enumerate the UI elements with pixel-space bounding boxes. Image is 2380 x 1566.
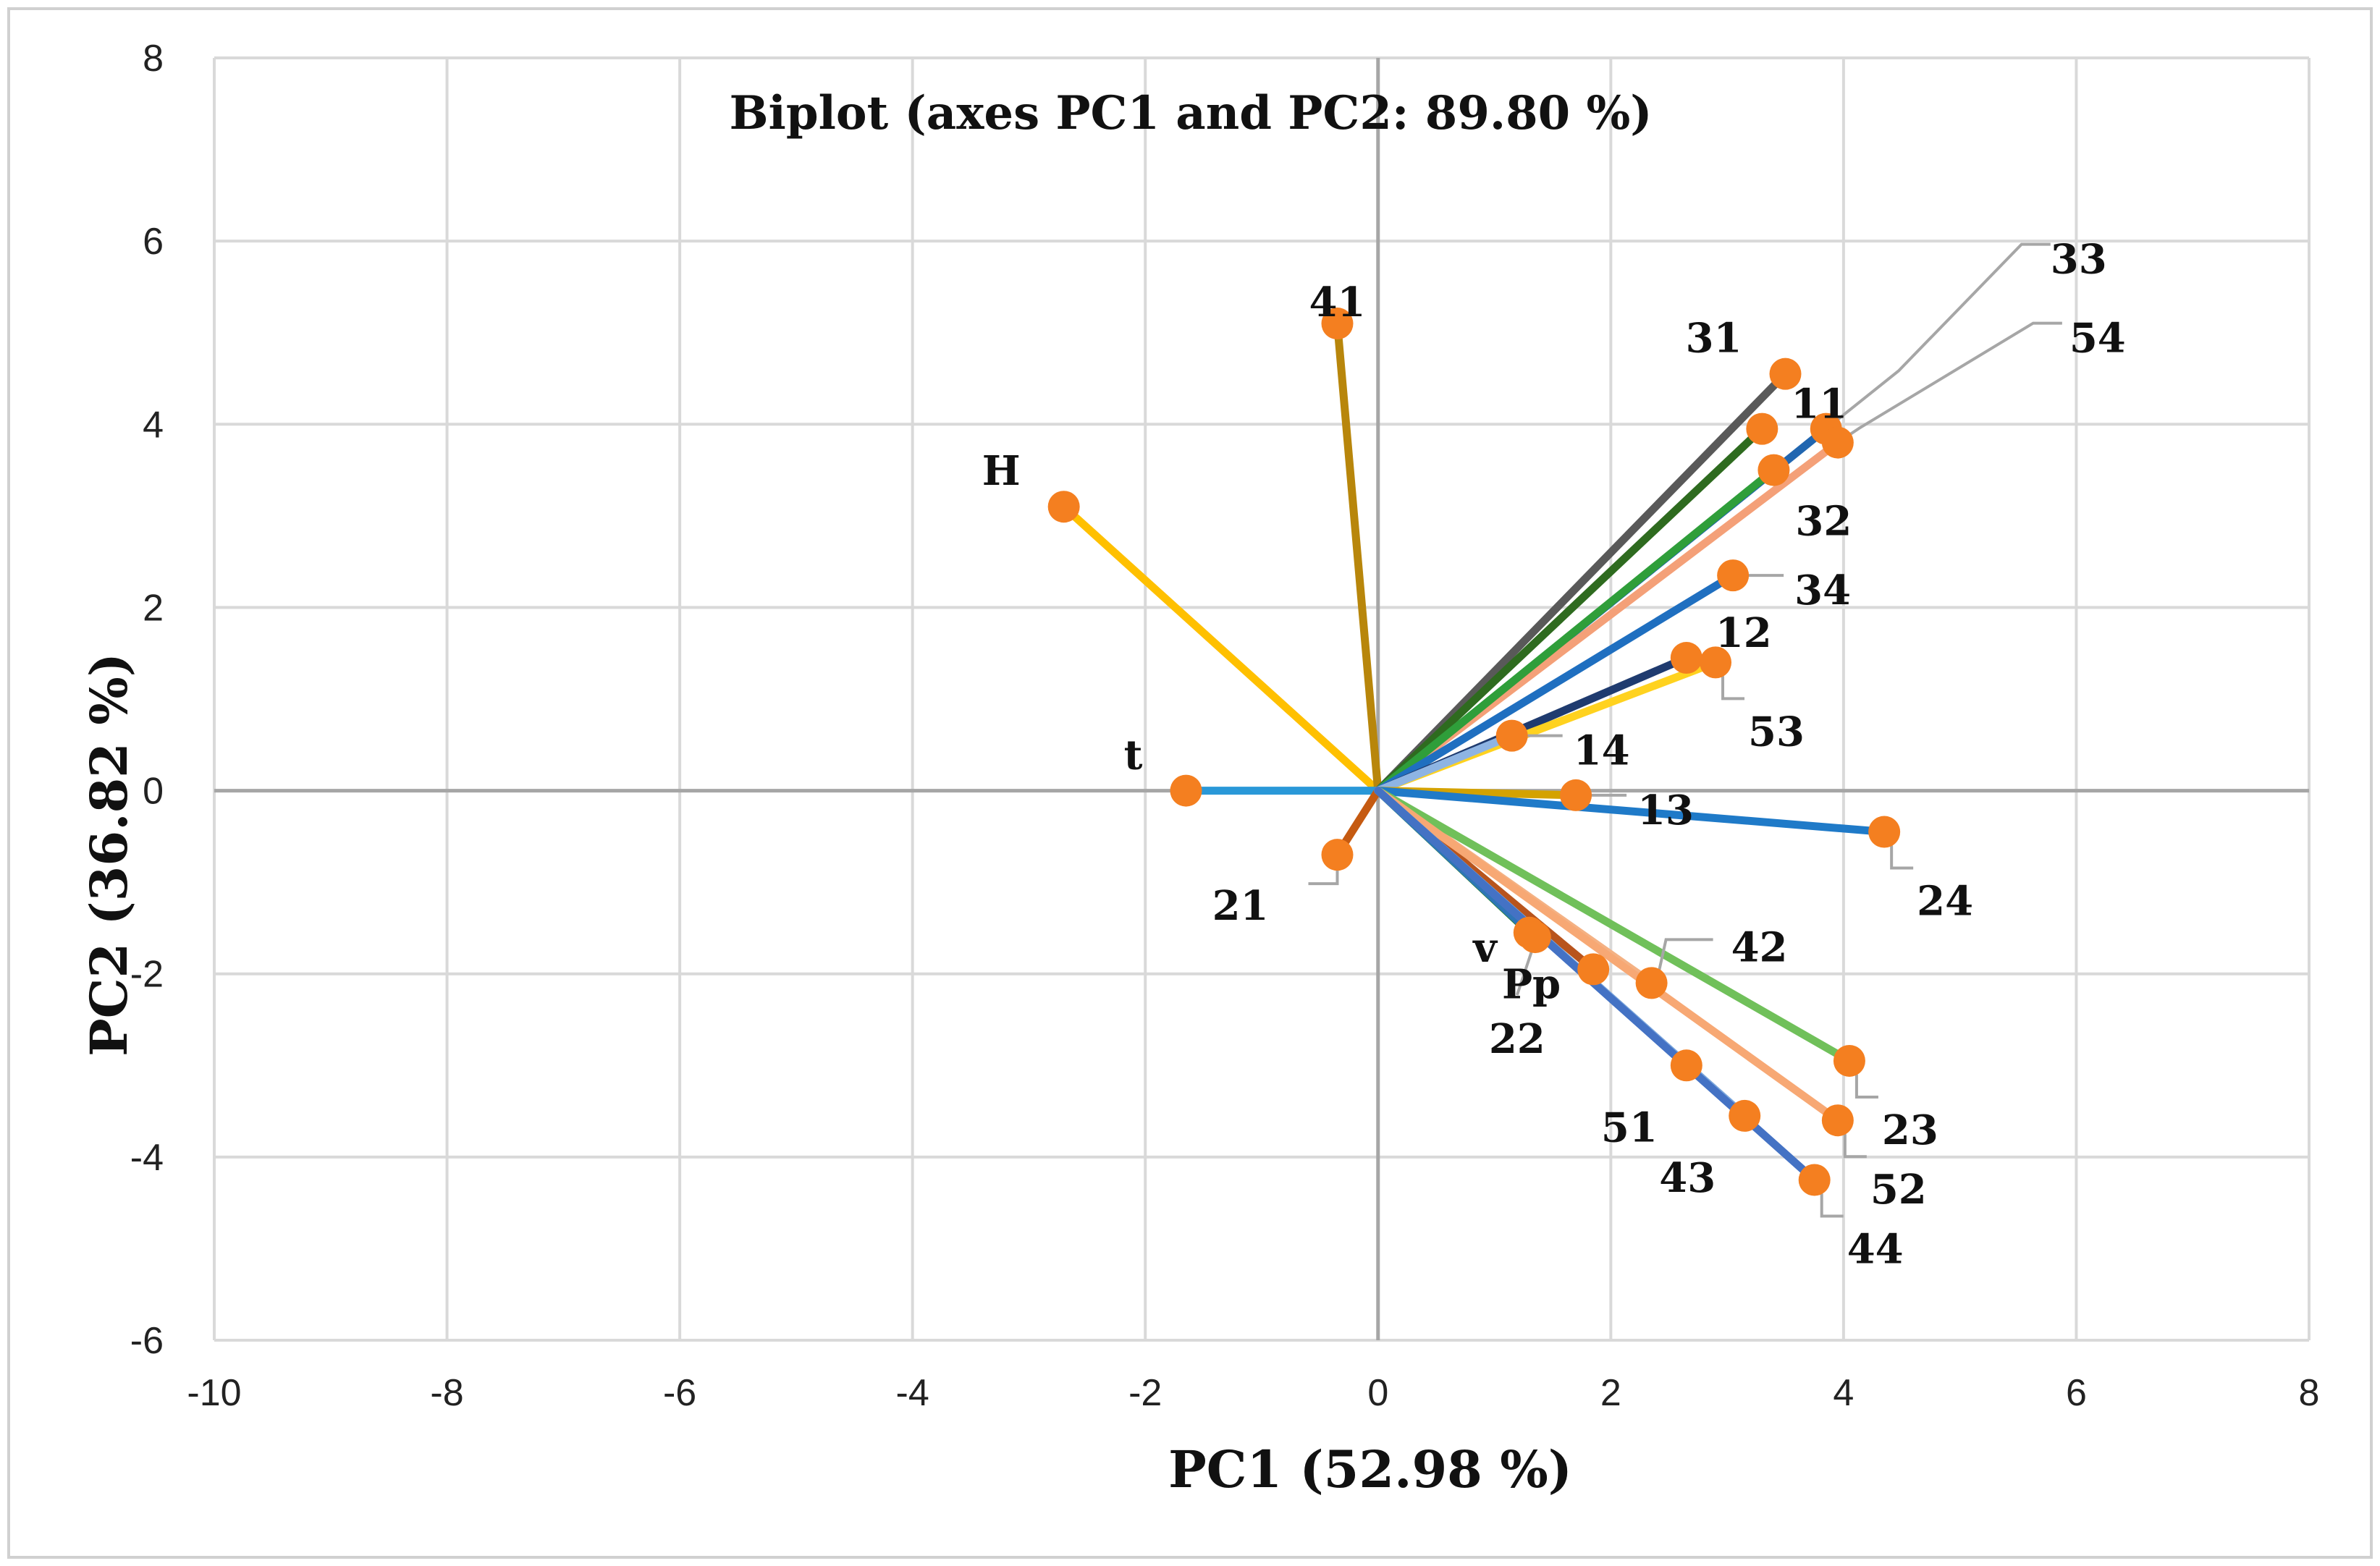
point-34 bbox=[1717, 559, 1750, 592]
point-t bbox=[1170, 774, 1202, 807]
vector-line-34 bbox=[1374, 571, 1737, 795]
label-23: 23 bbox=[1882, 1106, 1938, 1154]
x-tick-label: 4 bbox=[1833, 1372, 1854, 1414]
label-22: 22 bbox=[1489, 1015, 1545, 1063]
label-Pp: Pp bbox=[1502, 960, 1561, 1008]
y-tick-label: -4 bbox=[130, 1137, 164, 1179]
point-43 bbox=[1729, 1099, 1761, 1132]
leader-33 bbox=[1825, 242, 2051, 431]
point-13 bbox=[1560, 779, 1592, 811]
x-tick-label: -8 bbox=[430, 1372, 463, 1414]
label-53: 53 bbox=[1748, 708, 1805, 756]
label-43: 43 bbox=[1659, 1154, 1716, 1202]
y-tick-label: -6 bbox=[130, 1320, 164, 1362]
label-H: H bbox=[982, 447, 1021, 495]
y-tick-label: 6 bbox=[143, 221, 164, 263]
label-v: v bbox=[1472, 924, 1498, 972]
chart-border bbox=[7, 7, 2373, 1559]
label-34: 34 bbox=[1794, 567, 1851, 614]
y-tick-label: 4 bbox=[143, 404, 164, 446]
label-52: 52 bbox=[1870, 1166, 1927, 1214]
point-11 bbox=[1746, 412, 1778, 445]
label-24: 24 bbox=[1917, 878, 1973, 926]
data-points bbox=[1047, 308, 1901, 1196]
point-32 bbox=[1757, 454, 1790, 486]
label-32: 32 bbox=[1795, 498, 1852, 546]
label-42: 42 bbox=[1731, 923, 1788, 971]
point-51 bbox=[1670, 1049, 1702, 1082]
y-axis-title: PC2 (36.82 %) bbox=[79, 653, 139, 1057]
label-11: 11 bbox=[1791, 381, 1847, 428]
x-tick-label: -2 bbox=[1128, 1372, 1162, 1414]
vector-line-24 bbox=[1374, 787, 1889, 837]
vector-line-H bbox=[1060, 502, 1383, 795]
vector-line-32 bbox=[1374, 466, 1778, 795]
y-tick-label: -2 bbox=[130, 954, 164, 996]
y-tick-label: 0 bbox=[143, 771, 164, 813]
y-tick-label: 8 bbox=[143, 38, 164, 80]
vector-line-23 bbox=[1374, 787, 1854, 1065]
point-22 bbox=[1519, 921, 1551, 954]
label-54: 54 bbox=[2069, 315, 2126, 363]
label-41: 41 bbox=[1309, 279, 1366, 326]
vector-line-31 bbox=[1374, 370, 1789, 795]
point-14 bbox=[1495, 719, 1528, 752]
point-21 bbox=[1321, 839, 1354, 871]
point-H bbox=[1047, 491, 1080, 523]
point-53 bbox=[1700, 646, 1732, 679]
point-52 bbox=[1821, 1104, 1854, 1137]
y-tick-labels: -6 -4 -2 0 2 4 6 8 bbox=[130, 38, 164, 1362]
chart-title: Biplot (axes PC1 and PC2: 89.80 %) bbox=[729, 86, 1652, 140]
point-Pp bbox=[1577, 953, 1610, 986]
label-31: 31 bbox=[1686, 315, 1742, 363]
label-13: 13 bbox=[1637, 787, 1694, 834]
vector-line-14 bbox=[1374, 732, 1516, 795]
point-54 bbox=[1821, 426, 1854, 459]
x-tick-label: -6 bbox=[663, 1372, 696, 1414]
vector-line-11 bbox=[1374, 425, 1766, 795]
x-tick-label: -10 bbox=[187, 1372, 241, 1414]
point-44 bbox=[1798, 1164, 1831, 1196]
x-tick-labels: -10 -8 -6 -4 -2 0 2 4 6 8 bbox=[187, 1372, 2319, 1414]
point-12 bbox=[1670, 642, 1702, 674]
label-12: 12 bbox=[1716, 609, 1772, 657]
label-44: 44 bbox=[1847, 1226, 1904, 1274]
x-tick-label: 0 bbox=[1367, 1372, 1388, 1414]
point-41 bbox=[1321, 308, 1354, 340]
loading-vectors bbox=[1060, 319, 1889, 1184]
vector-line-52 bbox=[1374, 787, 1842, 1125]
label-33: 33 bbox=[2051, 236, 2107, 284]
label-14: 14 bbox=[1574, 727, 1630, 775]
point-23 bbox=[1833, 1044, 1865, 1077]
point-24 bbox=[1868, 816, 1901, 848]
label-t: t bbox=[1124, 732, 1143, 779]
label-21: 21 bbox=[1212, 882, 1269, 930]
x-tick-label: 8 bbox=[2299, 1372, 2320, 1414]
point-42 bbox=[1635, 967, 1668, 999]
y-tick-label: 2 bbox=[143, 587, 164, 629]
point-31 bbox=[1769, 357, 1802, 390]
label-51: 51 bbox=[1601, 1104, 1658, 1151]
x-tick-label: 2 bbox=[1600, 1372, 1621, 1414]
x-tick-label: 6 bbox=[2066, 1372, 2087, 1414]
x-axis-title: PC1 (52.98 %) bbox=[1168, 1439, 1572, 1499]
x-tick-label: -4 bbox=[896, 1372, 929, 1414]
vector-line-41 bbox=[1333, 319, 1383, 795]
